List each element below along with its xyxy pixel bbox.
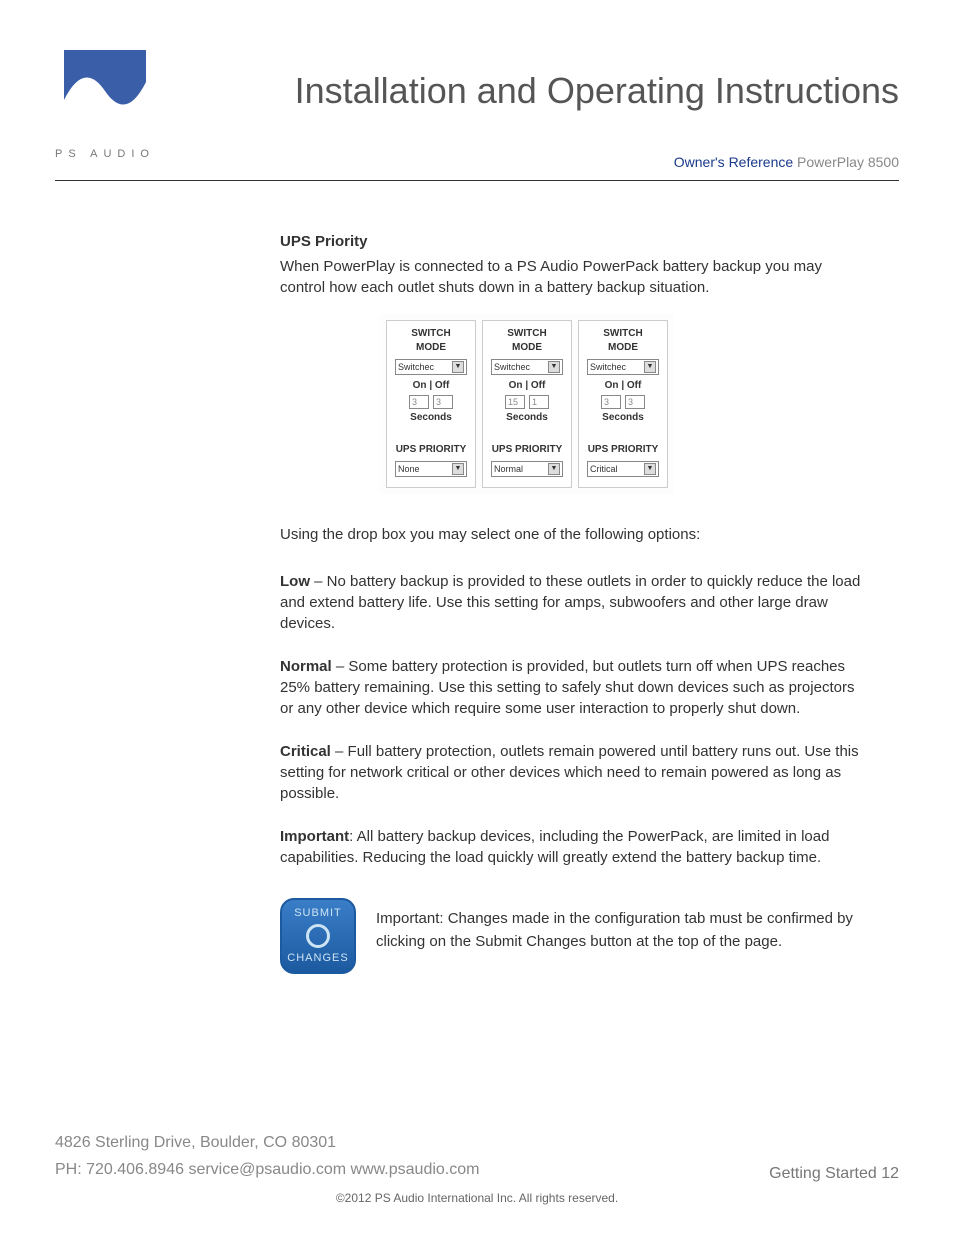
chevron-down-icon: ▼: [452, 463, 464, 475]
on-seconds-input[interactable]: 3: [409, 395, 429, 409]
seconds-label: Seconds: [587, 411, 659, 425]
reference-model: PowerPlay 8500: [797, 154, 899, 170]
on-seconds-input[interactable]: 15: [505, 395, 525, 409]
seconds-label: Seconds: [491, 411, 563, 425]
submit-note: Important: Changes made in the configura…: [376, 898, 870, 953]
off-seconds-input[interactable]: 3: [433, 395, 453, 409]
brand-logo: ® PS AUDIO: [55, 50, 155, 160]
chevron-down-icon: ▼: [548, 463, 560, 475]
page-title: Installation and Operating Instructions: [185, 70, 899, 112]
options-intro: Using the drop box you may select one of…: [280, 524, 870, 545]
switch-mode-select[interactable]: Switchec▼: [587, 359, 659, 375]
ups-priority-label: UPS PRIORITY: [587, 443, 659, 457]
important-label: Important: [280, 828, 349, 845]
main-content: UPS Priority When PowerPlay is connected…: [280, 231, 870, 974]
important-paragraph: Important: All battery backup devices, i…: [280, 826, 870, 868]
option-desc: – Full battery protection, outlets remai…: [280, 743, 859, 802]
footer-page-number: Getting Started 12: [769, 1165, 899, 1183]
section-heading: UPS Priority: [280, 231, 870, 252]
submit-changes-button[interactable]: SUBMIT CHANGES: [280, 898, 356, 974]
on-off-label: On | Off: [491, 379, 563, 393]
logo-icon: ®: [64, 50, 146, 132]
footer-copyright: ©2012 PS Audio International Inc. All ri…: [55, 1191, 899, 1205]
option-paragraph: Normal – Some battery protection is prov…: [280, 656, 870, 719]
switch-mode-label: SWITCH MODE: [491, 327, 563, 355]
settings-figure: SWITCH MODESwitchec▼On | Off33SecondsUPS…: [380, 314, 674, 494]
switch-mode-label: SWITCH MODE: [395, 327, 467, 355]
option-desc: – No battery backup is provided to these…: [280, 573, 860, 632]
submit-block: SUBMIT CHANGES Important: Changes made i…: [280, 898, 870, 974]
important-text: : All battery backup devices, including …: [280, 828, 829, 866]
ups-priority-select[interactable]: None▼: [395, 461, 467, 477]
chevron-down-icon: ▼: [452, 361, 464, 373]
page-footer: 4826 Sterling Drive, Boulder, CO 80301 P…: [55, 1129, 899, 1205]
ups-priority-label: UPS PRIORITY: [395, 443, 467, 457]
submit-bottom-label: CHANGES: [287, 951, 348, 966]
chevron-down-icon: ▼: [644, 361, 656, 373]
option-name: Normal: [280, 658, 332, 675]
ups-priority-select[interactable]: Normal▼: [491, 461, 563, 477]
reference-label: Owner's Reference: [674, 154, 793, 170]
reference-line: Owner's Reference PowerPlay 8500: [674, 154, 899, 170]
chevron-down-icon: ▼: [548, 361, 560, 373]
option-desc: – Some battery protection is provided, b…: [280, 658, 854, 717]
option-paragraph: Low – No battery backup is provided to t…: [280, 571, 870, 634]
figure-column: SWITCH MODE Switchec▼ On | Off 33 Seconds UPS…: [386, 320, 476, 488]
off-seconds-input[interactable]: 3: [625, 395, 645, 409]
switch-mode-select[interactable]: Switchec▼: [395, 359, 467, 375]
on-off-label: On | Off: [395, 379, 467, 393]
switch-mode-label: SWITCH MODE: [587, 327, 659, 355]
ups-priority-select[interactable]: Critical▼: [587, 461, 659, 477]
footer-address: 4826 Sterling Drive, Boulder, CO 80301: [55, 1129, 899, 1156]
submit-circle-icon: [306, 924, 330, 948]
chevron-down-icon: ▼: [644, 463, 656, 475]
intro-paragraph: When PowerPlay is connected to a PS Audi…: [280, 256, 870, 298]
brand-text: PS AUDIO: [55, 148, 155, 160]
seconds-label: Seconds: [395, 411, 467, 425]
submit-top-label: SUBMIT: [294, 906, 342, 921]
ups-priority-label: UPS PRIORITY: [491, 443, 563, 457]
off-seconds-input[interactable]: 1: [529, 395, 549, 409]
on-off-label: On | Off: [587, 379, 659, 393]
option-name: Critical: [280, 743, 331, 760]
option-paragraph: Critical – Full battery protection, outl…: [280, 741, 870, 804]
figure-column: SWITCH MODE Switchec▼ On | Off 15 1 Seconds UP…: [482, 320, 572, 488]
switch-mode-select[interactable]: Switchec▼: [491, 359, 563, 375]
figure-column: SWITCH MODE Switchec▼ On | Off 33 Seconds UPS…: [578, 320, 668, 488]
option-name: Low: [280, 573, 310, 590]
page-header: ® PS AUDIO Installation and Operating In…: [55, 50, 899, 181]
footer-contact: PH: 720.406.8946 service@psaudio.com www…: [55, 1156, 479, 1183]
on-seconds-input[interactable]: 3: [601, 395, 621, 409]
